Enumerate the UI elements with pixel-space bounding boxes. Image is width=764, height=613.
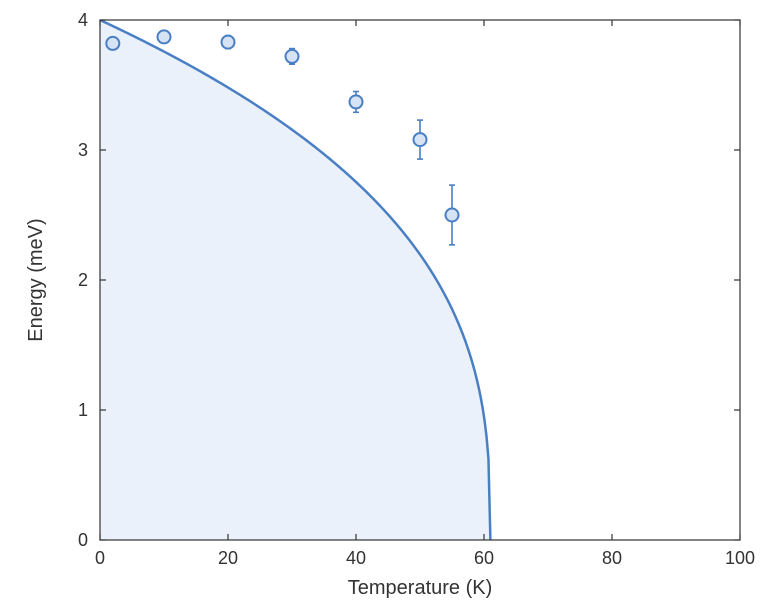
y-tick-label: 0 — [78, 530, 88, 550]
x-tick-label: 0 — [95, 548, 105, 568]
y-tick-label: 1 — [78, 400, 88, 420]
data-marker — [446, 209, 459, 222]
data-marker — [222, 36, 235, 49]
x-tick-label: 20 — [218, 548, 238, 568]
data-marker — [106, 37, 119, 50]
y-axis-label: Energy (meV) — [25, 218, 47, 341]
x-tick-label: 60 — [474, 548, 494, 568]
data-marker — [286, 50, 299, 63]
x-tick-label: 100 — [725, 548, 755, 568]
chart-container: 0 20 40 60 80 100 0 1 2 3 4 Temperature (K) Energy (… — [0, 0, 764, 613]
energy-vs-temperature-chart: 0 20 40 60 80 100 0 1 2 3 4 Temperature (K) Energy (… — [0, 0, 764, 613]
x-tick-label: 40 — [346, 548, 366, 568]
y-tick-label: 2 — [78, 270, 88, 290]
data-marker — [158, 30, 171, 43]
data-marker — [414, 133, 427, 146]
x-tick-label: 80 — [602, 548, 622, 568]
y-tick-label: 3 — [78, 140, 88, 160]
data-marker — [350, 95, 363, 108]
x-axis-label: Temperature (K) — [348, 577, 493, 599]
y-tick-label: 4 — [78, 10, 88, 30]
